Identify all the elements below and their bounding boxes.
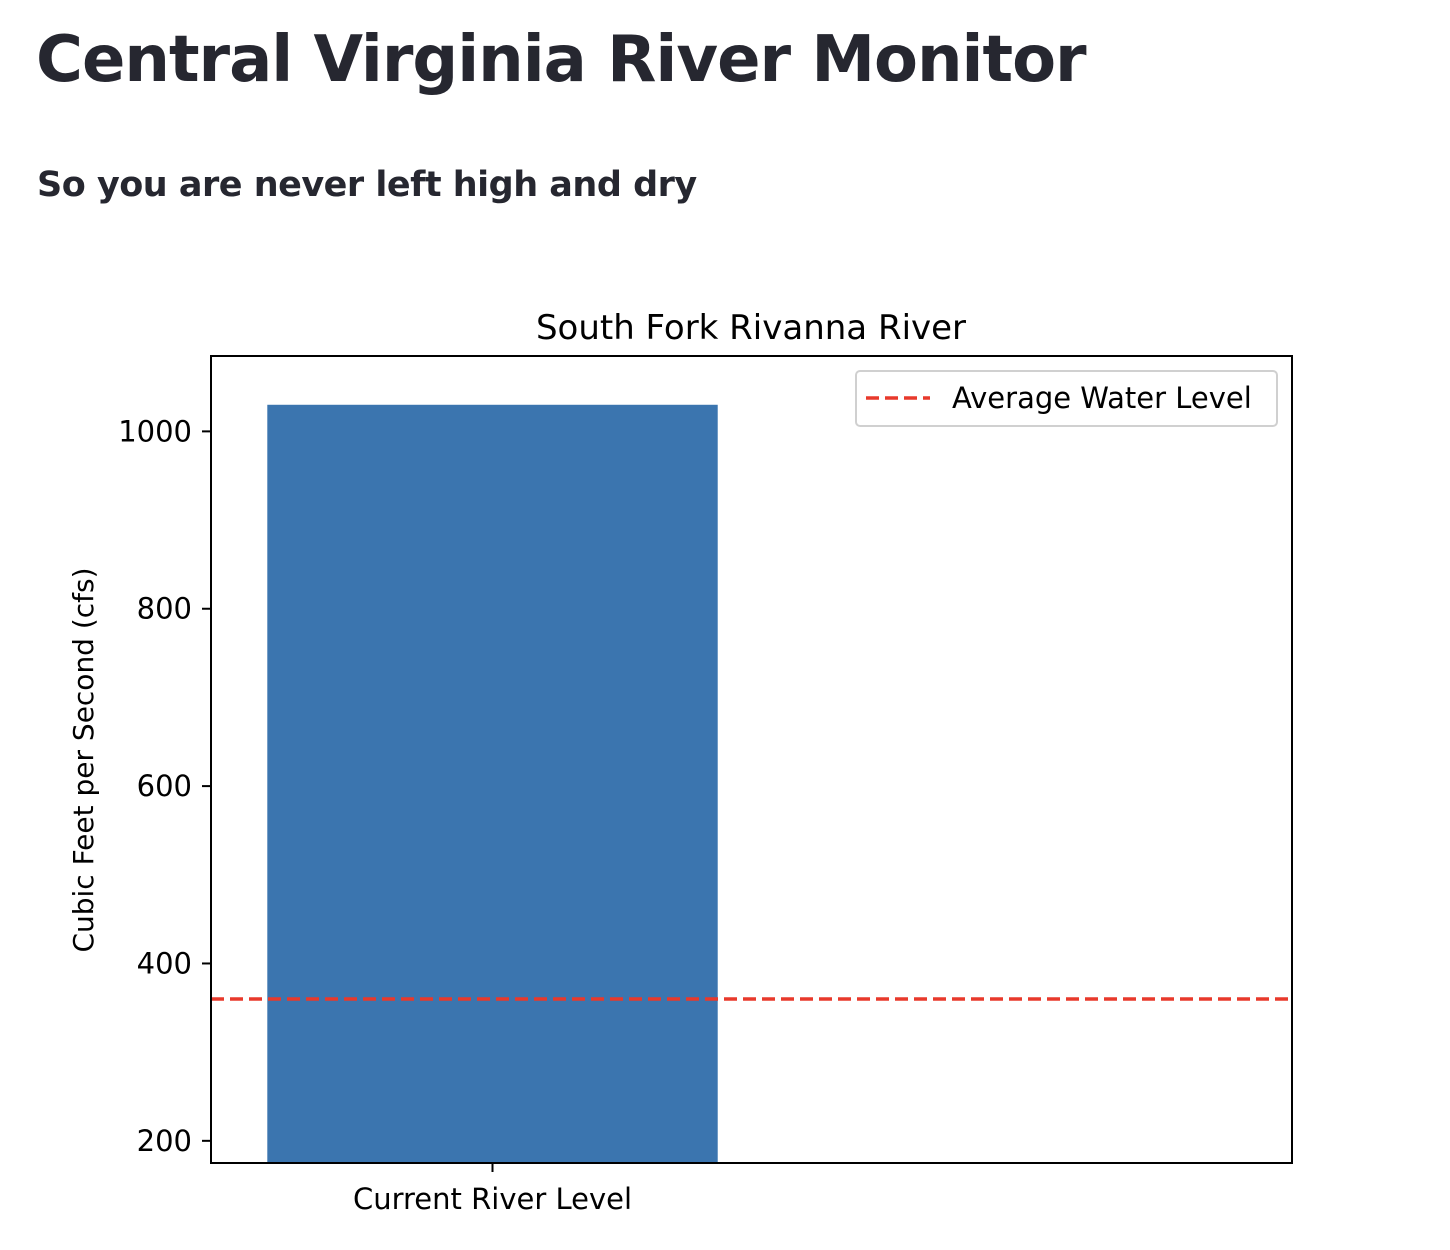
x-tick-label-0: Current River Level bbox=[353, 1182, 632, 1216]
legend-label-average-water-level: Average Water Level bbox=[952, 381, 1252, 415]
x-axis: Current River Level bbox=[353, 1163, 632, 1216]
y-axis: 200 400 600 800 1000 bbox=[118, 414, 211, 1158]
page-title: Central Virginia River Monitor bbox=[36, 23, 1087, 97]
bars-layer bbox=[267, 404, 718, 1163]
bar-0 bbox=[267, 404, 718, 1163]
legend-box bbox=[855, 370, 1278, 427]
y-tick-label-2: 600 bbox=[137, 769, 192, 803]
plot-frame bbox=[210, 355, 1293, 1164]
page-subtitle: So you are never left high and dry bbox=[37, 165, 697, 205]
y-tick-label-4: 1000 bbox=[118, 414, 192, 448]
y-tick-label-3: 800 bbox=[137, 592, 192, 626]
y-axis-label: Cubic Feet per Second (cfs) bbox=[67, 567, 100, 952]
y-tick-label-0: 200 bbox=[137, 1124, 192, 1158]
legend: Average Water Level bbox=[855, 370, 1278, 427]
chart-title: South Fork Rivanna River bbox=[536, 308, 966, 348]
y-tick-label-1: 400 bbox=[137, 946, 192, 980]
